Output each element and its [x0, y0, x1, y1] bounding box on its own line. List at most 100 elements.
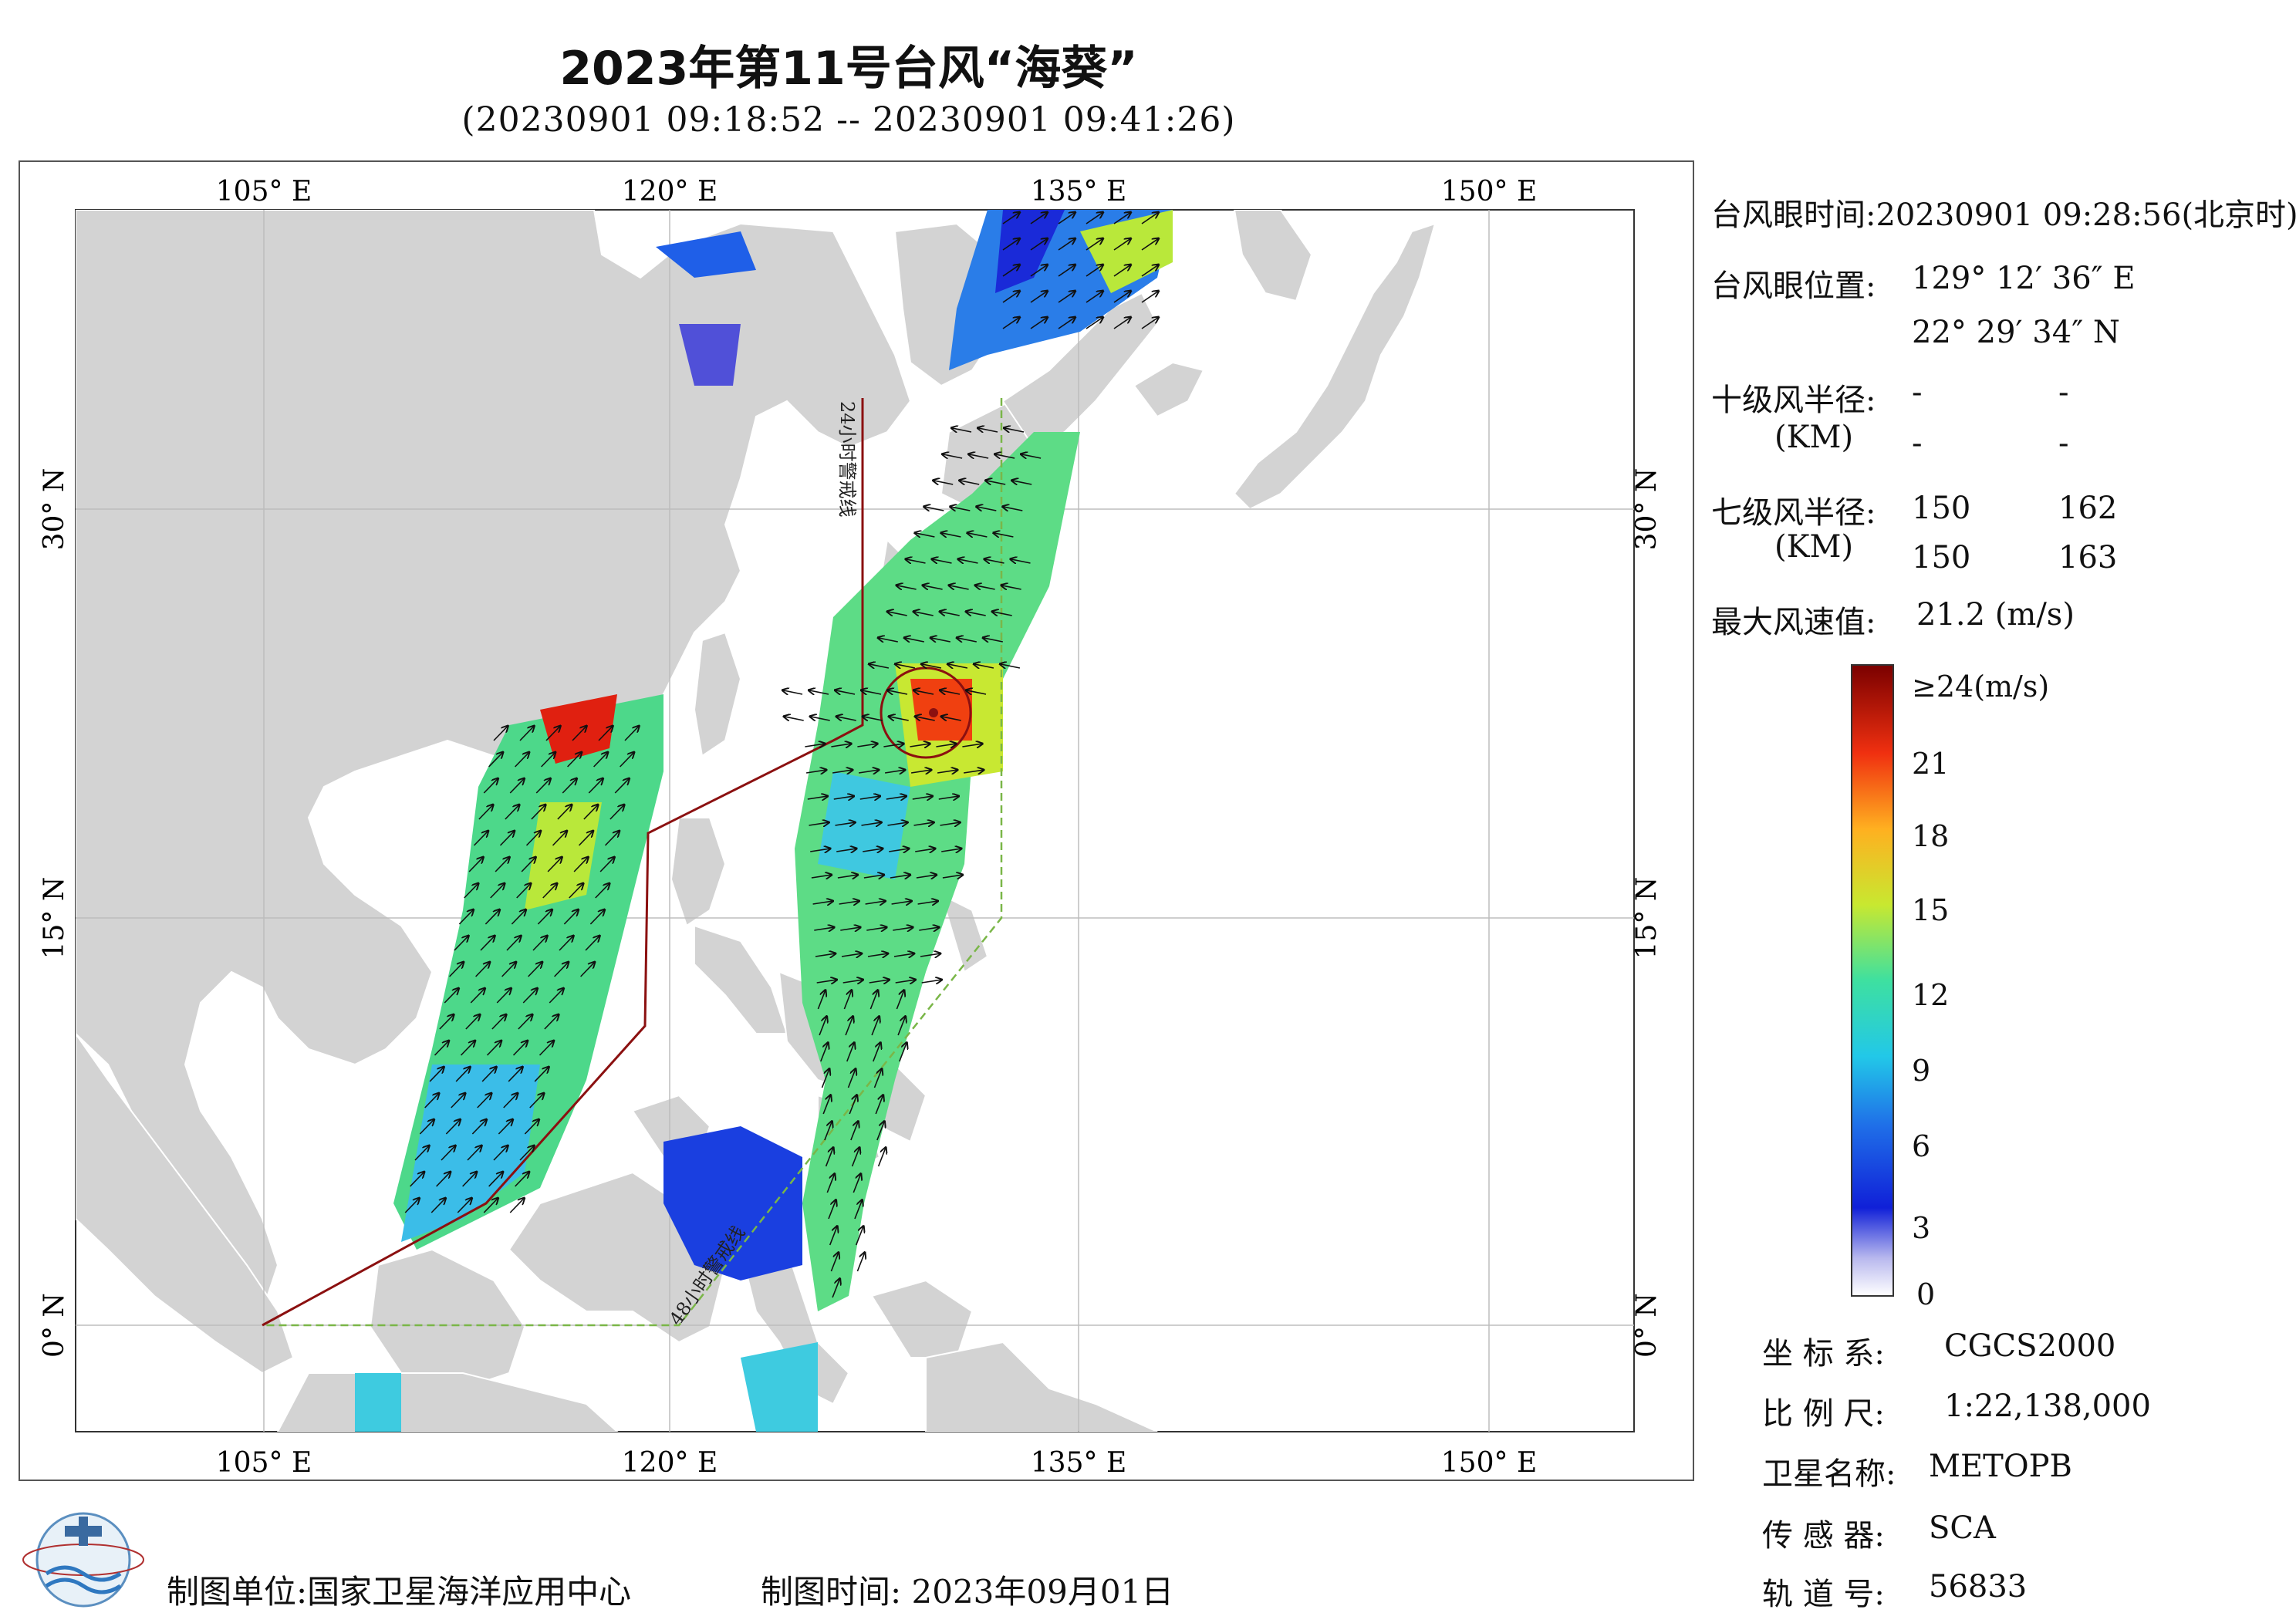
wind-vector [941, 717, 961, 720]
wind-vector [511, 909, 525, 925]
wind-vector [893, 927, 913, 930]
wind-vector [941, 533, 961, 537]
wind-vector [906, 559, 926, 563]
wind-vector [1002, 238, 1020, 251]
scale-label: 比 例 尺: [1762, 1396, 1885, 1432]
wind-vector [924, 507, 944, 511]
wind-vector [599, 857, 614, 872]
wind-vector [783, 690, 803, 694]
wind-vector [839, 901, 859, 904]
wind-vector [477, 1093, 491, 1108]
wind-vector [915, 717, 935, 720]
lat-label-left-0: 0° N [39, 1293, 70, 1358]
wind-vector [822, 1095, 830, 1115]
wind-vector [604, 831, 620, 846]
lat-label-left-15: 15° N [39, 877, 70, 960]
wind-vector [512, 1041, 528, 1056]
wind-vector [444, 988, 458, 1004]
wind-vector [916, 875, 937, 878]
wind-vector [819, 1017, 826, 1036]
max-wind-label: 最大风速值: [1711, 605, 1876, 640]
wind-vector [1141, 238, 1159, 251]
wind-vector [436, 1172, 451, 1187]
wind-vector [1058, 265, 1075, 277]
map-subtitle: (20230901 09:18:52 -- 20230901 09:41:26) [461, 100, 1236, 140]
lat-label-right-30: 30° N [1631, 468, 1663, 551]
wind-vector [458, 909, 473, 925]
wind-vector [460, 1041, 475, 1056]
wind-vector [567, 752, 582, 768]
wind-vector [1058, 317, 1075, 329]
wind-vector [940, 612, 960, 616]
wind-vector [478, 805, 493, 820]
wind-vector [966, 612, 986, 616]
eye-latitude: 22° 29′ 34″ N [1912, 315, 2120, 350]
wind-vector [1113, 291, 1131, 303]
wind-vector [863, 849, 883, 852]
crs-value: CGCS2000 [1944, 1328, 2116, 1364]
map-frame [19, 160, 1694, 1481]
wind-vector [528, 962, 542, 977]
wind-vector [1086, 265, 1103, 277]
wind-vector [889, 717, 909, 720]
wind-vector [919, 927, 939, 930]
wind-vector [846, 1043, 854, 1062]
wind-vector [572, 726, 586, 741]
wind-vector [940, 690, 961, 694]
wind-vector [414, 1146, 429, 1161]
wind-vector [598, 726, 613, 741]
colorbar-label-0: 0 [1916, 1277, 1936, 1311]
wind-vector [824, 1122, 832, 1141]
wind-vector [518, 1014, 532, 1030]
wind-vector [1113, 265, 1131, 277]
wind-vector [498, 1119, 512, 1135]
wind-vector [439, 1014, 454, 1030]
r7-value-1: 150 [1912, 491, 1971, 526]
wind-vector [977, 507, 997, 511]
r10-unit: (KM) [1774, 420, 1854, 455]
colorbar-label-9: 9 [1912, 1054, 1931, 1088]
wind-vector [544, 1014, 559, 1030]
wind-vector [876, 1122, 884, 1141]
satellite-label: 卫星名称: [1762, 1456, 1896, 1492]
wind-vector [1002, 212, 1020, 224]
warning-line-48h [262, 398, 1003, 1327]
wind-vector [532, 936, 547, 951]
wind-vector [1086, 291, 1103, 303]
lat-label-right-0: 0° N [1631, 1293, 1663, 1358]
wind-vector [1001, 585, 1021, 589]
wind-vector [810, 849, 830, 852]
wind-vector [877, 1148, 886, 1167]
wind-vector [943, 454, 963, 458]
wind-vector [1113, 212, 1131, 224]
wind-vector [563, 909, 578, 925]
footer-time: 制图时间: 2023年09月01日 [761, 1573, 1174, 1611]
wind-vector [865, 901, 886, 904]
nsoas-logo [22, 1512, 144, 1608]
wind-vector [890, 875, 910, 878]
wind-vector [962, 744, 982, 747]
wind-vector [462, 1172, 477, 1187]
eye-position-label: 台风眼位置: [1711, 268, 1876, 304]
wind-vector [986, 481, 1006, 484]
wind-vector [869, 664, 890, 668]
wind-vector [853, 1174, 860, 1193]
wind-vector [434, 1041, 449, 1056]
wind-vector [807, 796, 828, 799]
wind-vector [841, 953, 862, 957]
wind-vector [451, 1093, 465, 1108]
wind-vector [842, 980, 863, 983]
r7-value-3: 150 [1912, 540, 1971, 575]
eye-time-row: 台风眼时间:20230901 09:28:56(北京时) [1711, 190, 2296, 235]
wind-vector [454, 936, 468, 951]
wind-vector [410, 1172, 424, 1187]
wind-vector [995, 454, 1015, 458]
wind-vector [805, 770, 826, 773]
wind-vector [496, 988, 511, 1004]
wind-vector [580, 962, 595, 977]
wind-vector [896, 585, 917, 589]
wind-vector [525, 831, 541, 846]
wind-vector [830, 1253, 838, 1272]
wind-vector [620, 752, 634, 768]
